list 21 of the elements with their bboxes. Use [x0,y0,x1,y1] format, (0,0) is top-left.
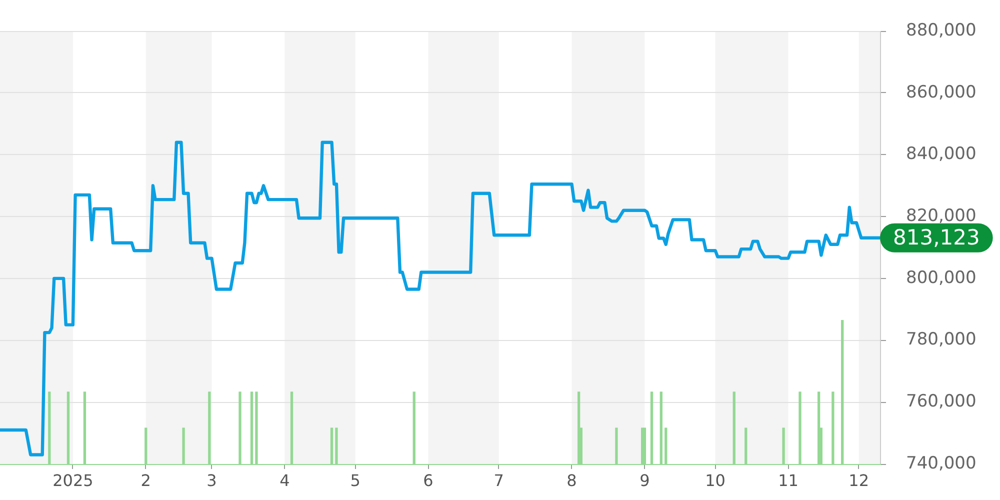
x-tick-label: 3 [206,470,217,490]
y-tick-label: 760,000 [906,392,976,412]
y-tick-label: 880,000 [906,20,976,40]
x-tick-label: 2025 [52,470,94,490]
y-tick-label: 860,000 [906,82,976,102]
x-tick-label: 7 [494,470,504,490]
annotation: 813,123 [893,225,980,250]
x-tick-label: 2 [140,470,151,490]
x-tick-label: 8 [566,470,577,490]
x-tick-label: 5 [350,470,360,490]
x-tick-label: 10 [705,470,726,490]
x-tick-label: 6 [423,470,434,490]
x-tick-label: 11 [778,470,798,490]
y-tick-label: 800,000 [906,268,976,288]
x-tick-label: 4 [280,470,290,490]
y-tick-label: 740,000 [906,453,976,474]
x-tick-label: 12 [848,470,870,490]
y-tick-label: 820,000 [906,206,976,226]
y-tick-label: 840,000 [906,144,976,164]
x-tick-label: 9 [640,470,650,490]
y-tick-label: 780,000 [906,330,976,350]
